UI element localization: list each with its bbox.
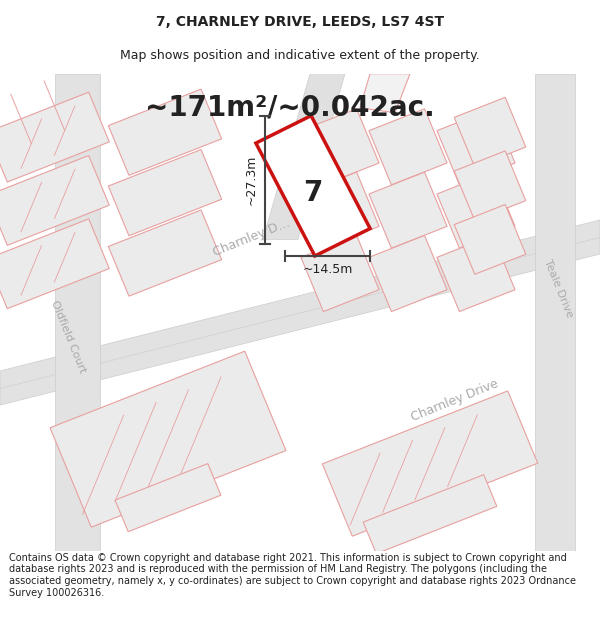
Polygon shape bbox=[0, 219, 109, 309]
Text: 7, CHARNLEY DRIVE, LEEDS, LS7 4ST: 7, CHARNLEY DRIVE, LEEDS, LS7 4ST bbox=[156, 15, 444, 29]
Polygon shape bbox=[256, 116, 370, 256]
Polygon shape bbox=[369, 109, 447, 185]
Text: ~171m²/~0.042ac.: ~171m²/~0.042ac. bbox=[145, 94, 435, 122]
Text: Charnley D…: Charnley D… bbox=[212, 216, 292, 259]
Polygon shape bbox=[301, 109, 379, 185]
Polygon shape bbox=[301, 236, 379, 312]
Polygon shape bbox=[115, 464, 221, 532]
Text: 7: 7 bbox=[304, 179, 323, 207]
Polygon shape bbox=[50, 351, 286, 528]
Polygon shape bbox=[263, 74, 345, 239]
Polygon shape bbox=[109, 149, 221, 236]
Polygon shape bbox=[437, 172, 515, 248]
Polygon shape bbox=[454, 98, 526, 167]
Polygon shape bbox=[437, 109, 515, 185]
Polygon shape bbox=[109, 210, 221, 296]
Polygon shape bbox=[0, 220, 600, 405]
Polygon shape bbox=[454, 151, 526, 221]
Polygon shape bbox=[454, 204, 526, 274]
Polygon shape bbox=[369, 172, 447, 248]
Polygon shape bbox=[437, 236, 515, 312]
Polygon shape bbox=[535, 74, 575, 551]
Text: Oldfield Court: Oldfield Court bbox=[49, 299, 87, 374]
Polygon shape bbox=[360, 74, 410, 112]
Polygon shape bbox=[0, 156, 109, 246]
Polygon shape bbox=[322, 391, 538, 536]
Polygon shape bbox=[301, 172, 379, 248]
Text: Charnley Drive: Charnley Drive bbox=[409, 377, 500, 424]
Polygon shape bbox=[109, 89, 221, 176]
Text: ~14.5m: ~14.5m bbox=[302, 263, 353, 276]
Text: Map shows position and indicative extent of the property.: Map shows position and indicative extent… bbox=[120, 49, 480, 62]
Polygon shape bbox=[55, 74, 100, 551]
Polygon shape bbox=[363, 474, 497, 554]
Text: ~27.3m: ~27.3m bbox=[245, 155, 257, 205]
Text: Teale Drive: Teale Drive bbox=[542, 258, 574, 319]
Polygon shape bbox=[0, 92, 109, 182]
Polygon shape bbox=[369, 236, 447, 312]
Text: Contains OS data © Crown copyright and database right 2021. This information is : Contains OS data © Crown copyright and d… bbox=[9, 552, 576, 598]
